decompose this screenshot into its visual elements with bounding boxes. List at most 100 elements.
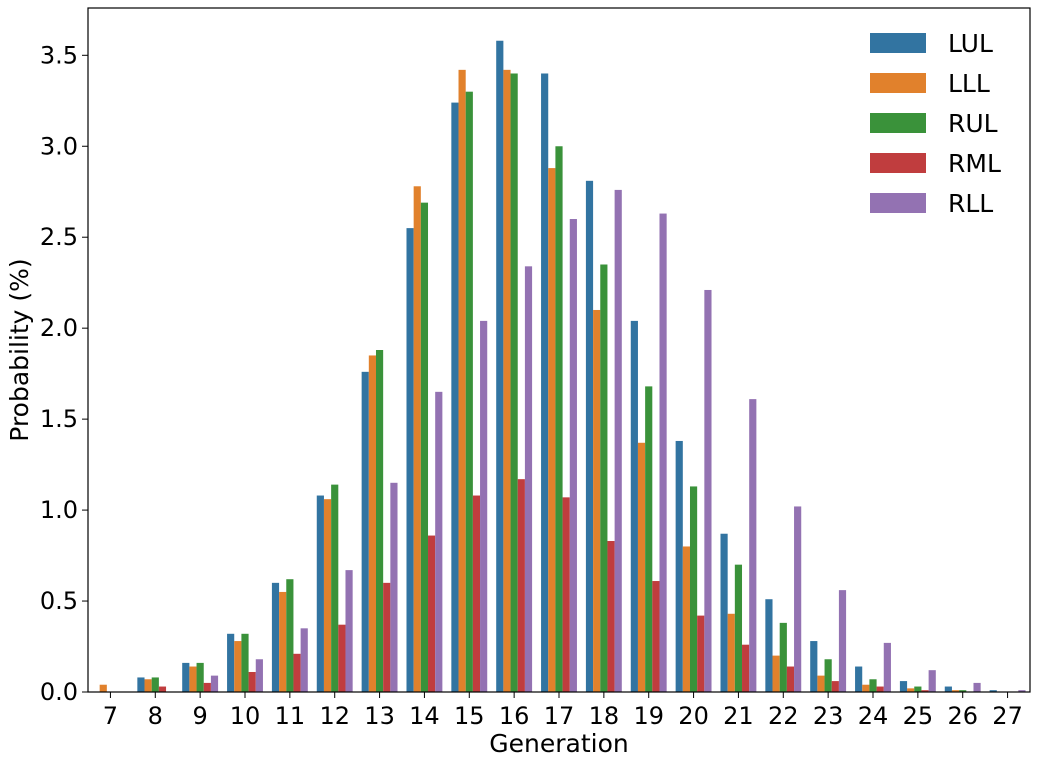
y-tick-label: 1.5 bbox=[40, 405, 78, 433]
bar-rll-gen-16 bbox=[524, 266, 533, 692]
bar-rml-gen-11 bbox=[293, 653, 301, 692]
bar-rll-gen-9 bbox=[210, 675, 219, 692]
x-tick-label: 14 bbox=[409, 702, 440, 730]
x-tick-label: 9 bbox=[193, 702, 208, 730]
bar-rul-gen-22 bbox=[779, 622, 787, 692]
legend-swatch-rul bbox=[870, 113, 926, 133]
bar-rul-gen-18 bbox=[600, 264, 608, 692]
bar-rll-gen-23 bbox=[838, 590, 847, 692]
x-tick-label: 24 bbox=[858, 702, 889, 730]
series-lul bbox=[137, 40, 997, 693]
x-tick-label: 10 bbox=[230, 702, 261, 730]
y-tick-label: 3.0 bbox=[40, 132, 78, 160]
bar-rll-gen-22 bbox=[794, 506, 802, 692]
x-tick-label: 17 bbox=[544, 702, 575, 730]
bar-lll-gen-12 bbox=[323, 499, 332, 692]
bar-rul-gen-16 bbox=[510, 73, 518, 693]
bar-lll-gen-11 bbox=[279, 591, 287, 692]
bar-lll-gen-22 bbox=[772, 655, 780, 692]
bar-lul-gen-13 bbox=[361, 371, 369, 692]
legend-swatch-lul bbox=[870, 33, 926, 53]
y-axis: 0.0 0.5 1.0 1.5 2.0 2.5 3.0 3.5 bbox=[40, 41, 88, 706]
bar-lll-gen-14 bbox=[413, 186, 421, 692]
bar-lul-gen-26 bbox=[944, 686, 952, 692]
bar-lll-gen-7 bbox=[99, 684, 107, 692]
x-tick-label: 20 bbox=[678, 702, 709, 730]
bar-rul-gen-15 bbox=[465, 91, 473, 693]
legend-swatch-rml bbox=[870, 153, 926, 173]
bar-rul-gen-20 bbox=[689, 486, 698, 692]
bar-rml-gen-22 bbox=[786, 666, 795, 692]
bar-rul-gen-13 bbox=[375, 350, 384, 692]
bar-lul-gen-12 bbox=[316, 495, 324, 692]
x-tick-label: 26 bbox=[947, 702, 978, 730]
bar-rul-gen-17 bbox=[555, 146, 563, 692]
x-tick-label: 23 bbox=[813, 702, 844, 730]
bar-lll-gen-23 bbox=[817, 675, 825, 692]
bar-rml-gen-8 bbox=[158, 686, 167, 692]
bar-rll-gen-17 bbox=[569, 219, 577, 692]
bar-lll-gen-18 bbox=[593, 309, 601, 692]
bar-rml-gen-13 bbox=[383, 582, 391, 692]
bar-rul-gen-10 bbox=[241, 633, 249, 692]
bar-rll-gen-15 bbox=[480, 320, 488, 692]
x-tick-label: 25 bbox=[903, 702, 934, 730]
bar-lul-gen-16 bbox=[496, 40, 504, 693]
legend-swatch-lll bbox=[870, 73, 926, 93]
x-tick-label: 12 bbox=[319, 702, 350, 730]
bar-lll-gen-20 bbox=[682, 546, 690, 692]
x-tick-label: 11 bbox=[275, 702, 306, 730]
bars-layer bbox=[99, 40, 1026, 693]
bar-lll-gen-24 bbox=[862, 684, 870, 692]
bar-lul-gen-8 bbox=[137, 677, 145, 692]
x-tick-label: 18 bbox=[589, 702, 620, 730]
bar-lul-gen-10 bbox=[227, 633, 235, 692]
bar-rml-gen-15 bbox=[472, 495, 481, 692]
bar-rml-gen-23 bbox=[831, 681, 839, 692]
bar-lul-gen-18 bbox=[585, 180, 594, 692]
x-tick-label: 15 bbox=[454, 702, 485, 730]
x-tick-label: 7 bbox=[103, 702, 118, 730]
y-tick-label: 0.0 bbox=[40, 678, 78, 706]
bar-lul-gen-19 bbox=[630, 320, 638, 692]
bar-lul-gen-24 bbox=[855, 666, 863, 692]
bar-rml-gen-17 bbox=[562, 497, 570, 692]
bar-rul-gen-24 bbox=[869, 679, 877, 692]
x-tick-label: 27 bbox=[992, 702, 1023, 730]
bar-lll-gen-21 bbox=[727, 613, 735, 692]
bar-rll-gen-10 bbox=[255, 659, 263, 692]
legend: LUL LLL RUL RML RLL bbox=[870, 29, 1001, 218]
bar-rml-gen-18 bbox=[607, 541, 615, 692]
y-tick-label: 2.5 bbox=[40, 223, 78, 251]
bar-rul-gen-23 bbox=[824, 659, 832, 692]
bar-rll-gen-25 bbox=[928, 670, 936, 692]
bar-rll-gen-12 bbox=[345, 570, 353, 692]
bar-rll-gen-13 bbox=[390, 482, 398, 692]
bar-rll-gen-19 bbox=[659, 213, 667, 692]
bar-lll-gen-8 bbox=[144, 679, 152, 692]
bar-lul-gen-23 bbox=[810, 641, 818, 692]
y-tick-label: 3.5 bbox=[40, 41, 78, 69]
x-tick-label: 19 bbox=[633, 702, 664, 730]
bar-rul-gen-21 bbox=[734, 564, 743, 692]
bar-rll-gen-18 bbox=[614, 189, 622, 692]
bar-lll-gen-13 bbox=[368, 355, 376, 692]
x-tick-label: 13 bbox=[364, 702, 395, 730]
bar-lll-gen-26 bbox=[951, 690, 960, 692]
bar-rml-gen-24 bbox=[876, 686, 884, 692]
bar-rll-gen-26 bbox=[973, 682, 981, 692]
x-tick-label: 22 bbox=[768, 702, 799, 730]
y-axis-title: Probability (%) bbox=[5, 258, 34, 441]
bar-lll-gen-19 bbox=[637, 442, 646, 692]
bar-rul-gen-11 bbox=[286, 579, 294, 692]
legend-label-lll: LLL bbox=[948, 69, 990, 98]
bar-rml-gen-21 bbox=[742, 644, 750, 692]
bar-rll-gen-27 bbox=[1018, 690, 1026, 692]
x-tick-label: 8 bbox=[148, 702, 163, 730]
bar-rul-gen-12 bbox=[331, 484, 339, 692]
bar-lll-gen-9 bbox=[189, 666, 197, 692]
y-tick-label: 2.0 bbox=[40, 314, 78, 342]
bar-lll-gen-16 bbox=[503, 69, 511, 693]
bar-lll-gen-25 bbox=[907, 688, 915, 692]
